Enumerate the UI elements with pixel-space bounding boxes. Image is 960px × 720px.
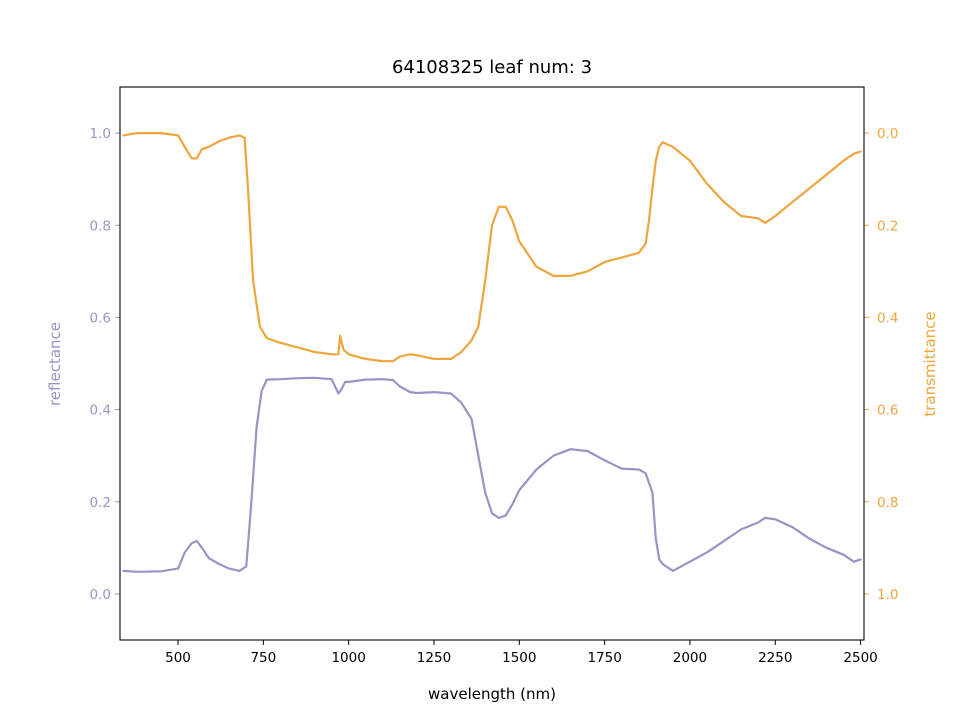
y-axis-label-right: transmittance (921, 311, 939, 416)
x-tick-label: 2500 (843, 650, 877, 666)
tick-layer: 500 750 1000 1250 1500 1750 2000 2250 2500 0.0 0.2… (90, 126, 899, 666)
plot-frame (119, 86, 865, 641)
right-tick-label: 0.2 (877, 218, 898, 234)
x-tick-label: 500 (165, 650, 191, 666)
x-tick-label: 1000 (331, 650, 365, 666)
x-tick-label: 2250 (758, 650, 792, 666)
left-tick-label: 0.4 (90, 403, 111, 419)
y-axis-label-left: reflectance (46, 322, 64, 406)
x-tick-label: 750 (250, 650, 276, 666)
left-tick-label: 0.2 (90, 495, 111, 511)
right-tick-label: 0.0 (877, 126, 898, 142)
transmittance-line (122, 132, 862, 363)
x-axis-label: wavelength (nm) (428, 685, 556, 703)
right-tick-label: 0.6 (877, 403, 898, 419)
x-tick-label: 1500 (502, 650, 536, 666)
x-tick-label: 1750 (587, 650, 621, 666)
reflectance-line (122, 376, 862, 573)
right-tick-label: 0.4 (877, 310, 898, 326)
left-tick-label: 0.0 (90, 587, 111, 603)
series-layer (122, 132, 862, 573)
right-tick-label: 1.0 (877, 587, 898, 603)
right-tick-label: 0.8 (877, 495, 898, 511)
x-tick-label: 2000 (673, 650, 707, 666)
left-tick-label: 0.8 (90, 218, 111, 234)
x-tick-label: 1250 (417, 650, 451, 666)
left-tick-label: 1.0 (90, 126, 111, 142)
chart-title: 64108325 leaf num: 3 (392, 57, 592, 78)
left-tick-label: 0.6 (90, 310, 111, 326)
